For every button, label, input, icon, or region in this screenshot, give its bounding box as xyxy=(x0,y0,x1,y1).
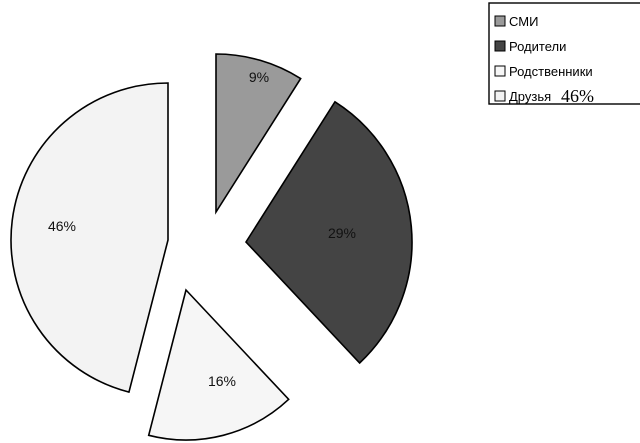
legend-label-friends: Друзья xyxy=(509,89,551,104)
legend-friends-percent: 46% xyxy=(561,86,594,106)
slice-friends xyxy=(10,82,169,394)
legend-label-smi: СМИ xyxy=(509,14,538,29)
legend-swatch-smi xyxy=(494,15,506,27)
legend-swatch-friends xyxy=(494,90,506,102)
legend-frame xyxy=(488,2,640,105)
slice-smi xyxy=(215,53,302,215)
pie-slice-labels: 9% 29% 16% 46% xyxy=(48,69,356,389)
slice-label-friends: 46% xyxy=(48,218,76,234)
legend: СМИ Родители Родственники Друзья 46% xyxy=(488,2,640,106)
legend-swatch-relatives xyxy=(494,65,506,77)
slice-relatives xyxy=(147,288,290,441)
legend-label-relatives: Родственники xyxy=(509,64,593,79)
slice-label-relatives: 16% xyxy=(208,373,236,389)
legend-swatch-parents xyxy=(494,40,506,52)
slice-label-smi: 9% xyxy=(249,69,269,85)
slice-parents xyxy=(244,100,413,365)
legend-label-parents: Родители xyxy=(509,39,566,54)
slice-label-parents: 29% xyxy=(328,225,356,241)
pie-slices xyxy=(10,53,413,441)
